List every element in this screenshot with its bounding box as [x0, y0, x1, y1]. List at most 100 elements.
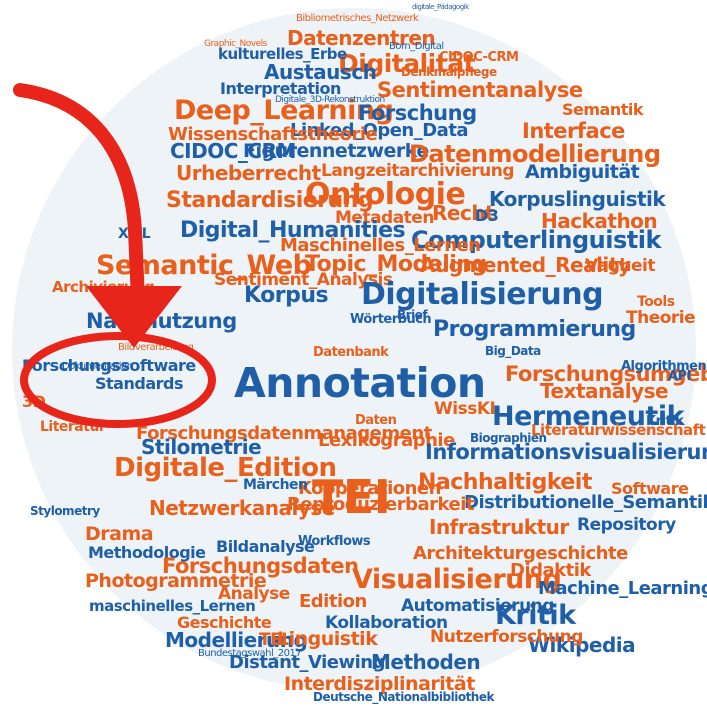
word: Distant_Viewing	[229, 652, 386, 673]
word: Algorithmen	[621, 359, 707, 374]
word: Wörterbuch	[350, 312, 432, 327]
word: Datenzentren	[287, 26, 436, 50]
word: Software	[611, 479, 689, 498]
word: Bildverarbeitung	[118, 342, 194, 353]
word: Korpuslinguistik	[489, 187, 666, 211]
word: Infrastruktur	[429, 515, 569, 539]
word: Sentimentanalyse	[377, 78, 583, 102]
word: Wikipedia	[528, 633, 636, 657]
word: Repository	[577, 515, 676, 535]
word: Topic_Modeling	[305, 252, 487, 277]
word: Archivierung	[52, 278, 155, 296]
word: Methoden	[371, 650, 481, 674]
word: Digitale_Edition	[114, 453, 337, 483]
word: Forschungsumgebung	[505, 362, 707, 386]
word: Deep_Learning	[174, 95, 394, 126]
word: Workflows	[298, 534, 371, 549]
word: Stilometrie	[141, 435, 262, 459]
word: Denkmalpflege	[401, 65, 497, 79]
word: Figurennetzwerke	[243, 140, 429, 162]
word: Metadaten	[335, 208, 434, 228]
word: maschinelles_Lernen	[89, 597, 256, 615]
word: Literaturwissenschaft	[531, 421, 706, 439]
word: Urheberrecht	[176, 161, 321, 185]
word: Interface	[522, 119, 625, 143]
word: Programmierung	[433, 317, 636, 342]
word: Kritik	[495, 600, 576, 631]
word: Nachnutzung	[86, 309, 237, 333]
word: Visualisierung	[352, 564, 562, 595]
word: Digitalität	[338, 49, 476, 78]
word: Stylometry	[30, 504, 100, 518]
word: digitale_Pädagogik	[412, 3, 469, 11]
word: Digitalisierung	[361, 277, 604, 312]
word: Nutzerforschung	[430, 627, 583, 647]
word: CIDOC-CRM	[439, 50, 519, 65]
word: Datenbank	[313, 345, 389, 360]
word: Maschinelles_Lernen	[280, 235, 481, 256]
word: Bundestagswahl_2017	[198, 648, 302, 659]
word: Edition	[299, 591, 367, 612]
word: Linked_Open_Data	[290, 120, 469, 141]
word: Analyse	[218, 584, 290, 604]
word: Kooperationen	[298, 478, 441, 499]
word: Kritik	[646, 414, 684, 429]
word: D3	[475, 206, 499, 225]
word: Digital_Humanities	[180, 218, 406, 243]
word: Bildanalyse	[216, 537, 315, 556]
word: Vagheit	[585, 256, 655, 276]
word: Daten	[355, 413, 397, 428]
word: XML	[118, 226, 151, 242]
word: Forschungsdaten	[162, 554, 359, 578]
word: Didaktik	[510, 560, 591, 581]
word: TEI	[312, 470, 391, 524]
word: Big_Data	[485, 344, 541, 358]
word: Lexikographie	[318, 430, 455, 451]
word: Modellierung	[165, 628, 308, 652]
word: Semantik	[562, 100, 644, 119]
word: Dokumentation	[62, 361, 133, 372]
word: Ambiguität	[525, 161, 640, 183]
word: Computerlinguistik	[411, 226, 661, 254]
word: Methodologie	[88, 543, 206, 562]
word: Forschungsdatenmanagement	[136, 423, 432, 444]
word: Standardisierung	[166, 188, 374, 213]
word: Annotation	[234, 359, 486, 407]
word: TEI	[259, 630, 288, 650]
word: Märchen	[243, 477, 308, 493]
word: Deutsche_Nationalbibliothek	[313, 690, 494, 704]
word: WissKI	[434, 399, 496, 419]
word: Augmented_Reality	[420, 253, 631, 277]
word: Reproduzierbarkeit	[287, 494, 475, 515]
word: Datenmodellierung	[409, 140, 661, 168]
word: Hermeneutik	[492, 401, 685, 432]
word: Recht	[432, 201, 495, 225]
word: Korpus	[244, 283, 329, 308]
word: Drama	[85, 523, 154, 545]
word: Born_Digital	[389, 41, 444, 52]
word: Netzwerkanalyse	[149, 496, 335, 520]
word: Theorie	[626, 308, 696, 328]
word: Standards	[95, 374, 183, 393]
word: Nachhaltigkeit	[418, 470, 592, 495]
word: Graphic_Novels	[204, 39, 267, 49]
word: Bibliometrisches_Netzwerk	[296, 13, 419, 24]
word: Photogrammetrie	[85, 570, 267, 592]
word: kulturelles_Erbe	[218, 45, 347, 63]
word: Wissenschaftstheorie	[168, 124, 378, 145]
word: Hackathon	[541, 209, 658, 233]
word: Machine_Learning	[538, 578, 707, 599]
word: Interdisziplinarität	[284, 673, 475, 695]
word: Forschung	[358, 101, 477, 125]
word: Literatur	[40, 419, 106, 435]
word: Brief	[397, 308, 428, 322]
word: Digitale_3D-Rekonstruktion	[275, 95, 385, 105]
word: Kollaboration	[325, 613, 448, 633]
word: API	[668, 369, 691, 384]
word: Textanalyse	[540, 379, 669, 403]
word: Langzeitarchivierung	[321, 161, 515, 181]
word: Sentiment_Analysis	[214, 270, 393, 290]
word: Informationsvisualisierung	[425, 440, 707, 464]
